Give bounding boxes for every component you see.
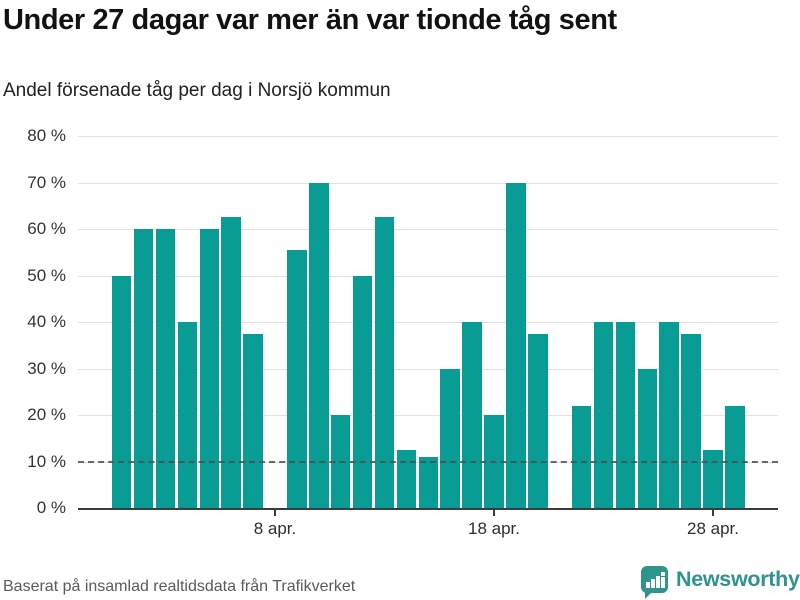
x-tick-label: 28 apr. xyxy=(687,519,739,538)
bar-14apr xyxy=(396,449,417,508)
gridline xyxy=(78,136,778,137)
gridline xyxy=(78,415,778,416)
bar-27apr xyxy=(681,333,701,508)
bar-13apr xyxy=(374,217,395,508)
bar-20apr xyxy=(528,333,548,508)
bar-29apr xyxy=(725,405,745,508)
y-tick-label: 10 % xyxy=(27,451,66,471)
y-tick-label: 20 % xyxy=(27,405,66,424)
bar-25apr xyxy=(637,368,658,508)
exclamation-icon xyxy=(661,572,665,588)
gridline xyxy=(78,229,778,230)
bar-5apr xyxy=(199,229,220,508)
bar-9apr xyxy=(287,249,307,508)
x-tick xyxy=(712,509,714,516)
gridline xyxy=(78,275,778,277)
bar-19apr xyxy=(506,182,526,508)
bar-7apr xyxy=(243,333,263,508)
y-tick-label: 80 % xyxy=(27,126,66,145)
y-tick-label: 60 % xyxy=(27,219,66,238)
bar-1apr xyxy=(111,275,132,508)
bar-23apr xyxy=(593,322,614,508)
y-tick-label: 50 % xyxy=(27,265,66,285)
bar-2apr xyxy=(133,229,154,508)
x-tick xyxy=(493,509,495,516)
speech-bubble-tail xyxy=(645,591,653,599)
gridline xyxy=(78,322,778,323)
x-tick-label: 8 apr. xyxy=(253,519,297,538)
bar-10apr xyxy=(309,182,329,508)
bar-chart-icon xyxy=(646,572,665,588)
bar-24apr xyxy=(615,322,636,508)
bar-17apr xyxy=(462,322,482,508)
gridline xyxy=(78,368,778,370)
reference-line-10-percent xyxy=(78,460,778,463)
x-tick-label: 18 apr. xyxy=(468,519,520,538)
bar-12apr xyxy=(352,275,373,508)
y-tick-label: 40 % xyxy=(27,312,66,331)
chart-subtitle: Andel försenade tåg per dag i Norsjö kom… xyxy=(3,80,391,101)
bar-16apr xyxy=(440,368,460,508)
x-tick xyxy=(274,509,276,516)
gridline xyxy=(78,182,778,184)
plot-area xyxy=(78,136,778,510)
brand-wordmark: Newsworthy xyxy=(676,567,800,591)
bar-15apr xyxy=(418,456,439,508)
bar-4apr xyxy=(177,322,198,508)
bar-26apr xyxy=(659,322,679,508)
x-axis: 8 apr. 18 apr. 28 apr. xyxy=(78,509,778,549)
source-note: Baserat på insamlad realtidsdata från Tr… xyxy=(3,578,356,595)
y-tick-label: 30 % xyxy=(27,358,66,378)
newsworthy-speech-bubble-icon xyxy=(641,566,668,593)
page-title: Under 27 dagar var mer än var tionde tåg… xyxy=(3,4,617,36)
bar-28apr xyxy=(703,449,723,508)
bar-22apr xyxy=(571,405,592,508)
bar-3apr xyxy=(155,229,176,508)
y-tick-label: 0 % xyxy=(36,498,66,517)
y-axis-labels: 0 % 10 % 20 % 30 % 40 % 50 % 60 % 70 % 80 % xyxy=(0,126,66,517)
bar-6apr xyxy=(221,217,241,508)
y-tick-label: 70 % xyxy=(27,172,66,192)
